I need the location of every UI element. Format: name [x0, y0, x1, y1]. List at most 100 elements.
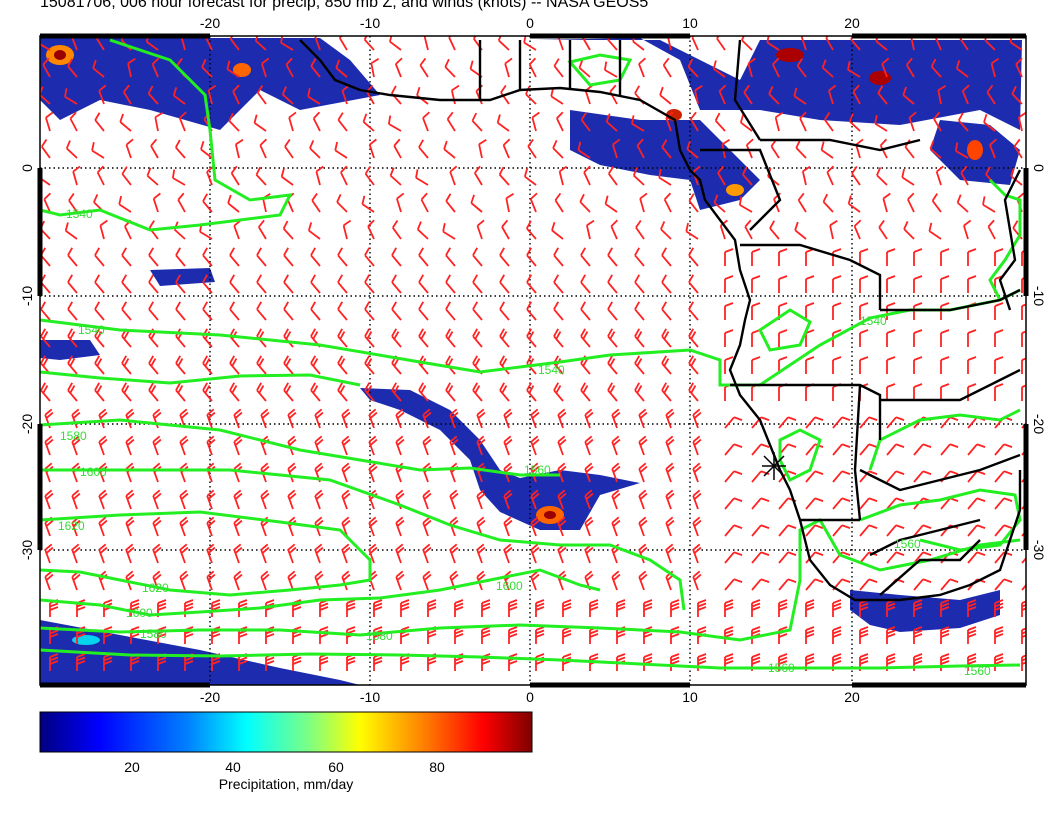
wind-barb: [71, 570, 81, 591]
wind-barb: [526, 247, 537, 267]
wind-barb: [910, 36, 919, 51]
wind-barb: [530, 516, 540, 537]
wind-barb: [589, 626, 599, 644]
wind-barb: [859, 302, 869, 320]
wind-barb: [724, 356, 734, 374]
wind-barb: [739, 114, 753, 132]
wind-barb: [662, 57, 672, 78]
wind-barb: [778, 524, 797, 537]
wind-barb: [526, 382, 537, 402]
wind-barb: [152, 489, 162, 510]
wind-barb: [801, 165, 811, 186]
wind-barb: [881, 57, 890, 78]
wind-barb: [1021, 627, 1026, 644]
wind-barb: [989, 138, 997, 159]
wind-barb: [121, 274, 132, 294]
wind-barb: [822, 193, 834, 213]
wind-barb: [688, 274, 699, 294]
contour-label: 1560: [768, 661, 795, 675]
wind-barb: [832, 383, 842, 401]
precip-area: [360, 388, 640, 530]
wind-barb: [233, 435, 243, 456]
wind-barb: [859, 329, 869, 347]
wind-barb: [125, 516, 135, 537]
wind-barb: [260, 462, 270, 483]
wind-barb: [940, 653, 950, 671]
wind-barb: [751, 302, 761, 320]
wind-barb: [346, 653, 356, 671]
precip-area: [535, 38, 1022, 130]
wind-barb: [967, 524, 986, 537]
wind-barb: [661, 274, 672, 294]
wind-barb: [886, 470, 905, 483]
wind-barb: [716, 36, 726, 51]
contour-label: 1540: [66, 207, 93, 221]
wind-barb: [478, 138, 487, 159]
wind-barb: [391, 247, 402, 267]
wind-barb: [94, 112, 105, 132]
wind-barb: [422, 570, 432, 591]
wind-barb: [40, 382, 51, 402]
wind-barb: [686, 140, 699, 159]
wind-barb: [670, 599, 680, 617]
wind-barb: [692, 435, 702, 456]
wind-barb: [418, 139, 429, 159]
wind-barb: [738, 196, 753, 213]
wind-barb: [958, 112, 969, 132]
wind-barb: [994, 653, 1004, 671]
wind-barb: [119, 113, 132, 132]
wind-barb: [501, 219, 510, 240]
wind-barb: [994, 524, 1013, 537]
wind-barb: [260, 408, 270, 429]
height-contour: [868, 408, 1021, 471]
wind-barb: [557, 543, 567, 564]
wind-barb: [342, 219, 352, 240]
wind-barb: [43, 192, 52, 213]
lat-tick-labels-right: 0 -10 -20 -30: [1031, 164, 1047, 560]
height-contour: [859, 488, 1022, 552]
wind-barb: [445, 274, 456, 294]
wind-barb: [256, 301, 267, 321]
wind-barb: [638, 516, 648, 537]
wind-barb: [528, 57, 537, 78]
wind-barb: [928, 222, 942, 240]
contour-label: 1540: [860, 314, 887, 328]
wind-barb: [982, 196, 996, 213]
lat-tick-labels-left: 0 -10 -20 -30: [19, 164, 35, 560]
height-contour: [40, 510, 372, 597]
wind-barb: [832, 497, 851, 510]
wind-barb: [472, 301, 483, 321]
wind-barb: [724, 329, 734, 347]
wind-barb: [913, 302, 923, 320]
wind-barb: [346, 599, 356, 617]
frame-thick-marks: [37, 33, 1029, 688]
wind-barb: [370, 58, 380, 78]
wind-barb: [963, 219, 972, 240]
wind-barb: [280, 36, 294, 51]
wind-barb: [367, 219, 375, 240]
wind-barb: [535, 653, 545, 671]
wind-barb: [562, 599, 572, 617]
wind-barb: [179, 516, 189, 537]
wind-barb: [886, 356, 896, 374]
wind-barb: [260, 489, 270, 510]
wind-barb: [751, 329, 761, 347]
wind-barb: [91, 142, 105, 159]
wind-barb: [832, 524, 851, 537]
height-contour: [40, 518, 1021, 642]
wind-barb: [795, 139, 807, 159]
wind-barb: [724, 302, 734, 320]
wind-barb: [341, 408, 351, 429]
wind-barb: [607, 355, 618, 375]
wind-barb: [859, 626, 869, 644]
wind-barb: [71, 543, 81, 564]
wind-barb: [562, 653, 572, 671]
wind-barb: [445, 355, 456, 375]
wind-barb: [416, 86, 429, 105]
wind-barb: [508, 653, 518, 671]
wind-barb: [229, 274, 240, 294]
wind-barb: [234, 138, 244, 159]
wind-barb: [805, 578, 824, 591]
wind-barb: [553, 301, 564, 321]
wind-barb: [1021, 249, 1026, 266]
